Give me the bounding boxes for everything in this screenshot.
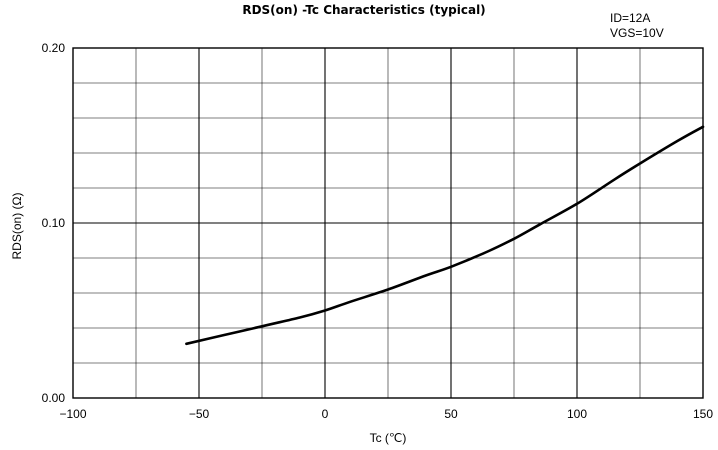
chart-title: RDS(on) -Tc Characteristics (typical) [242, 3, 485, 17]
plot-border [72, 47, 704, 399]
x-tick-label: −50 [189, 407, 210, 421]
y-tick-label: 0.00 [42, 391, 66, 405]
y-tick-label: 0.10 [42, 216, 66, 230]
y-axis-ticks: 0.00 0.10 0.20 [42, 41, 66, 405]
grid [73, 48, 703, 398]
condition-id: ID=12A [610, 11, 650, 25]
condition-vgs: VGS=10V [610, 26, 664, 40]
x-axis-ticks: −100 −50 0 50 100 150 [59, 407, 713, 421]
series-group [185, 125, 705, 346]
series-line [185, 125, 705, 346]
x-tick-label: 50 [444, 407, 458, 421]
y-tick-label: 0.20 [42, 41, 66, 55]
x-tick-label: −100 [59, 407, 86, 421]
y-axis-label: RDS(on) (Ω) [10, 193, 24, 260]
plot-frame [72, 47, 704, 399]
x-axis-label: Tc (℃) [370, 431, 407, 445]
x-tick-label: 150 [693, 407, 713, 421]
x-tick-label: 0 [322, 407, 329, 421]
x-tick-label: 100 [567, 407, 587, 421]
